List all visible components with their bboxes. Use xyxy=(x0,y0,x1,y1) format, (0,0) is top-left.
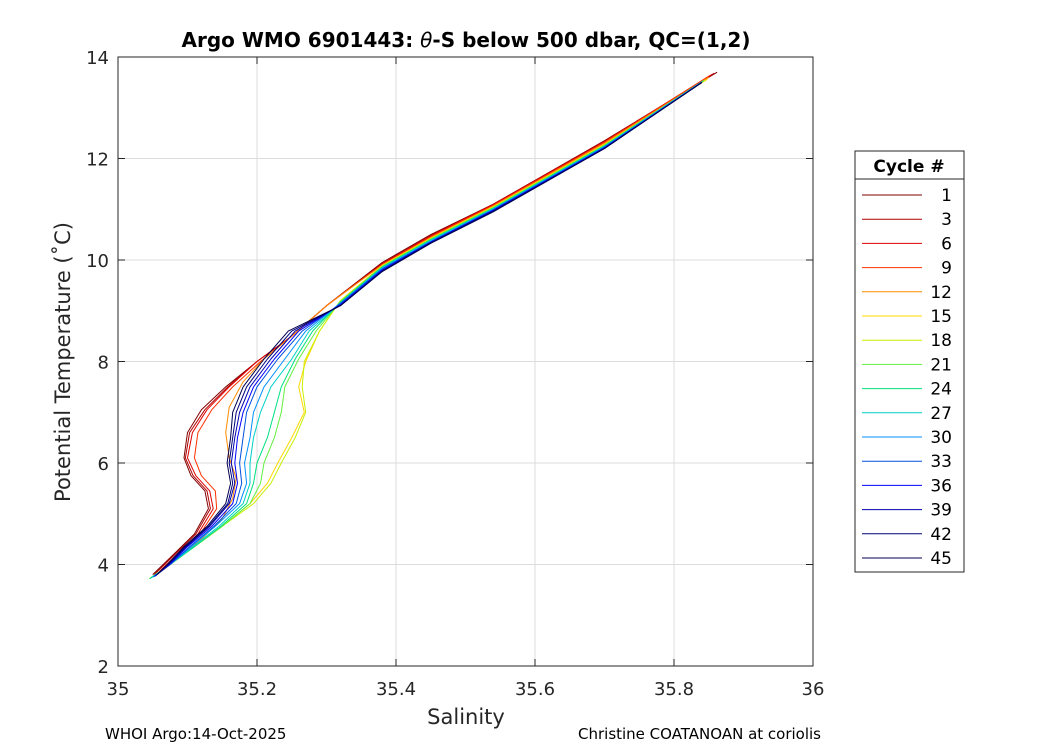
series-line-cycle-6 xyxy=(155,73,713,575)
x-tick-label: 35.2 xyxy=(237,679,277,700)
series-line-cycle-1 xyxy=(152,71,718,575)
legend-title: Cycle # xyxy=(873,157,944,177)
legend-label-cycle-3: 3 xyxy=(941,210,952,230)
legend-label-cycle-33: 33 xyxy=(930,452,952,472)
y-axis-label: Potential Temperature (˚C) xyxy=(51,222,75,502)
legend-label-cycle-39: 39 xyxy=(930,501,952,521)
legend-label-cycle-6: 6 xyxy=(941,234,952,254)
legend-box xyxy=(854,150,965,573)
y-tick-label: 6 xyxy=(98,454,109,475)
series-line-cycle-45 xyxy=(156,81,703,575)
x-axis-label: Salinity xyxy=(427,705,505,729)
y-tick-labels: 2 4 6 8 10 12 14 xyxy=(86,48,109,678)
x-tick-label: 35.6 xyxy=(515,679,555,700)
x-tick-label: 35 xyxy=(107,679,130,700)
legend-label-cycle-1: 1 xyxy=(941,186,952,206)
x-tick-labels: 35 35.2 35.4 35.6 35.8 36 xyxy=(107,679,825,700)
legend-label-cycle-30: 30 xyxy=(930,428,952,448)
chart-title: Argo WMO 6901443: θ-S below 500 dbar, QC… xyxy=(182,28,751,52)
series-line-cycle-42 xyxy=(155,81,703,576)
y-tick-label: 8 xyxy=(98,353,109,374)
y-tick-label: 12 xyxy=(86,150,109,171)
y-tick-label: 4 xyxy=(98,556,109,577)
y-tick-label: 2 xyxy=(98,657,109,678)
grid xyxy=(118,57,813,666)
legend-label-cycle-18: 18 xyxy=(930,331,952,351)
x-tick-label: 36 xyxy=(802,679,825,700)
x-tick-label: 35.4 xyxy=(376,679,416,700)
series-line-cycle-9 xyxy=(156,74,711,575)
legend-label-cycle-24: 24 xyxy=(930,380,952,400)
footer-left-credit: WHOI Argo:14-Oct-2025 xyxy=(105,725,287,743)
series-line-cycle-27 xyxy=(151,80,703,579)
y-tick-label: 10 xyxy=(86,251,109,272)
legend-label-cycle-27: 27 xyxy=(930,404,952,424)
ticks xyxy=(117,56,814,667)
legend-label-cycle-42: 42 xyxy=(930,525,952,545)
legend-label-cycle-15: 15 xyxy=(930,307,952,327)
x-tick-label: 35.8 xyxy=(654,679,694,700)
legend-label-cycle-45: 45 xyxy=(930,549,952,569)
legend-label-cycle-36: 36 xyxy=(930,476,952,496)
legend-label-cycle-9: 9 xyxy=(941,259,952,279)
series-layer xyxy=(149,71,718,580)
y-tick-label: 14 xyxy=(86,48,109,69)
footer-right-credit: Christine COATANOAN at coriolis xyxy=(578,725,821,743)
legend-label-cycle-12: 12 xyxy=(930,283,952,303)
legend-label-cycle-21: 21 xyxy=(930,355,952,375)
